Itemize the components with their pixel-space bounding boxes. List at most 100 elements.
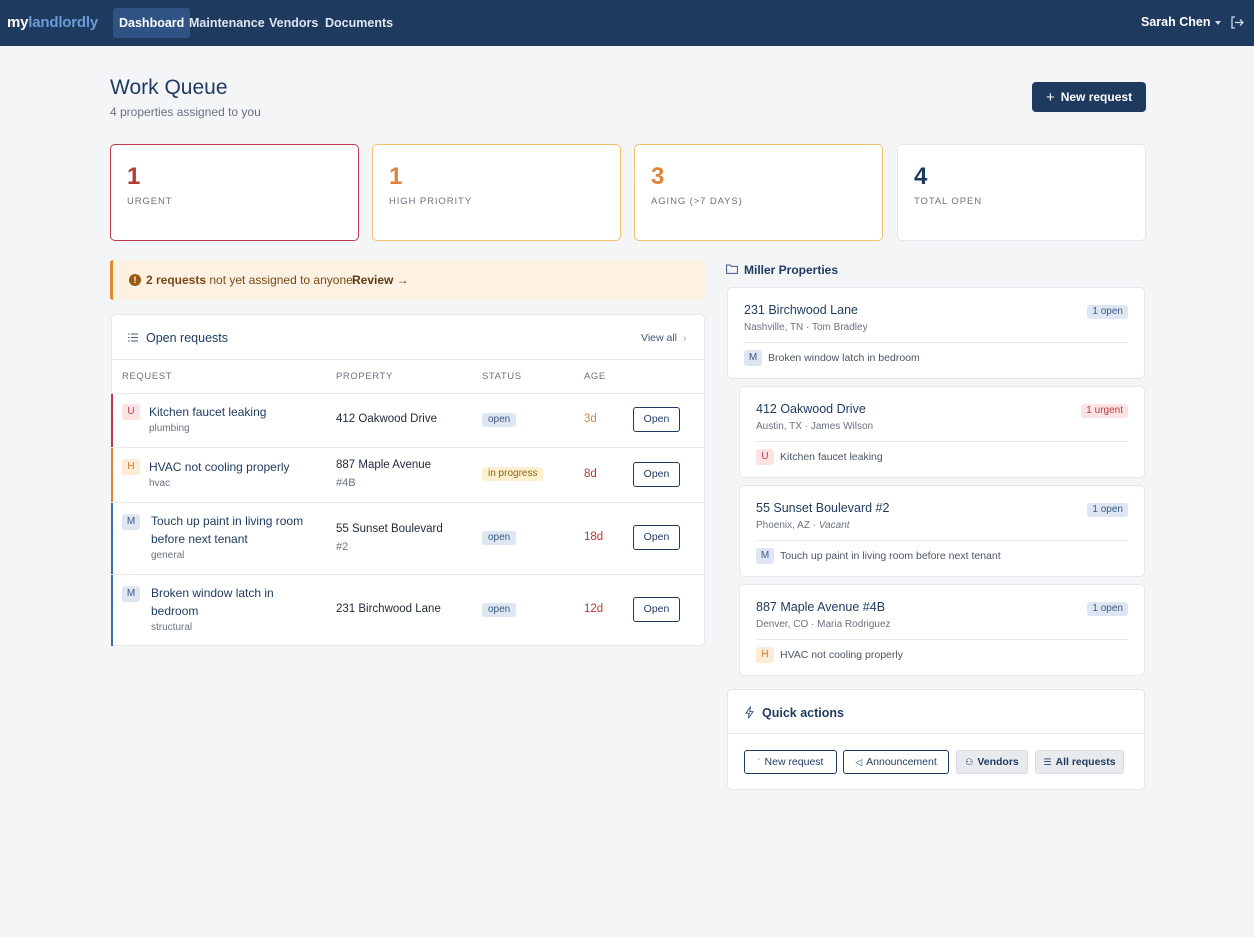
request-summary[interactable]: Touch up paint in living room before nex…: [780, 550, 1001, 562]
priority-badge: M: [122, 586, 140, 602]
chevron-down-icon: [1215, 20, 1222, 25]
all-requests-button[interactable]: ☰ All requests: [1035, 750, 1124, 774]
stat-card-high-priority[interactable]: 1 HIGH PRIORITY: [372, 144, 621, 241]
property-name: 55 Sunset Boulevard: [336, 523, 443, 535]
status-badge: open: [482, 413, 517, 427]
urgent-count-badge: 1 urgent: [1081, 404, 1128, 418]
folder-icon: [726, 264, 738, 274]
chevron-right-icon: ›: [682, 332, 687, 344]
request-title[interactable]: Touch up paint in living room: [151, 514, 304, 528]
unassigned-alert: ! 2 requests not yet assigned to anyone.…: [110, 260, 706, 300]
request-title-line2[interactable]: before next tenant: [151, 532, 248, 546]
priority-badge: H: [756, 647, 774, 663]
column-header-request: REQUEST: [122, 371, 173, 382]
request-title-line2[interactable]: bedroom: [151, 604, 199, 618]
nav-maintenance[interactable]: Maintenance: [189, 16, 265, 30]
property-card[interactable]: 887 Maple Avenue #4B Denver, CO · Maria …: [739, 584, 1145, 676]
nav-vendors[interactable]: Vendors: [269, 16, 319, 30]
logout-icon[interactable]: [1230, 16, 1244, 32]
status-badge: open: [482, 531, 517, 545]
request-age: 18d: [584, 531, 604, 543]
stat-label: URGENT: [127, 196, 173, 207]
request-summary[interactable]: HVAC not cooling properly: [780, 649, 903, 661]
property-address[interactable]: 55 Sunset Boulevard #2: [756, 501, 890, 515]
stat-card-total-open[interactable]: 4 TOTAL OPEN: [897, 144, 1146, 241]
request-category: structural: [151, 622, 193, 633]
stat-card-aging[interactable]: 3 AGING (>7 DAYS): [634, 144, 883, 241]
vendors-button[interactable]: ⚇ Vendors: [956, 750, 1028, 774]
priority-badge: M: [122, 514, 140, 530]
stat-value: 1: [127, 163, 141, 190]
quick-new-request-button[interactable]: ˈ New request: [744, 750, 837, 774]
property-unit: #2: [336, 541, 349, 553]
property-name: 887 Maple Avenue: [336, 459, 432, 471]
status-badge: open: [482, 603, 517, 617]
review-link[interactable]: Review →: [352, 273, 409, 287]
property-name: 412 Oakwood Drive: [336, 413, 437, 425]
property-address[interactable]: 887 Maple Avenue #4B: [756, 600, 886, 614]
nav-dashboard[interactable]: Dashboard: [113, 8, 191, 38]
stat-value: 4: [914, 163, 928, 190]
priority-badge: M: [744, 350, 762, 366]
divider: [112, 502, 706, 503]
priority-badge: U: [122, 404, 140, 420]
stat-value: 3: [651, 163, 665, 190]
property-meta: Austin, TX · James Wilson: [756, 421, 874, 432]
stat-card-urgent[interactable]: 1 URGENT: [110, 144, 359, 241]
view-all-link[interactable]: View all ›: [641, 332, 687, 344]
priority-badge: U: [756, 449, 774, 465]
brand-logo[interactable]: mylandlordly: [7, 14, 98, 31]
alert-message: 2 requests not yet assigned to anyone.: [146, 273, 357, 287]
priority-badge: H: [122, 459, 140, 475]
open-request-button[interactable]: Open: [633, 462, 680, 487]
status-badge: in progress: [482, 467, 544, 481]
open-request-button[interactable]: Open: [633, 597, 680, 622]
priority-bar: [111, 448, 113, 502]
divider: [112, 574, 706, 575]
column-header-age: AGE: [584, 371, 606, 382]
divider: [728, 733, 1144, 734]
announcement-button[interactable]: ◁ Announcement: [843, 750, 949, 774]
new-request-button[interactable]: + New request: [1032, 82, 1146, 112]
stat-label: AGING (>7 DAYS): [651, 196, 743, 207]
priority-bar: [111, 503, 113, 574]
open-count-badge: 1 open: [1087, 305, 1128, 319]
property-address[interactable]: 231 Birchwood Lane: [744, 303, 858, 317]
open-request-button[interactable]: Open: [633, 525, 680, 550]
property-unit: #4B: [336, 477, 356, 489]
property-card[interactable]: 412 Oakwood Drive Austin, TX · James Wil…: [739, 386, 1145, 478]
open-count-badge: 1 open: [1087, 602, 1128, 616]
priority-bar: [111, 575, 113, 646]
priority-bar: [111, 394, 113, 447]
divider: [756, 639, 1128, 640]
request-age: 3d: [584, 413, 597, 425]
request-summary[interactable]: Broken window latch in bedroom: [768, 352, 920, 364]
page-title: Work Queue: [110, 76, 228, 99]
lightning-icon: [745, 706, 754, 719]
divider: [112, 359, 706, 360]
request-summary[interactable]: Kitchen faucet leaking: [780, 451, 883, 463]
user-menu[interactable]: Sarah Chen: [1141, 15, 1222, 29]
page-subtitle: 4 properties assigned to you: [110, 105, 261, 119]
divider: [756, 540, 1128, 541]
nav-documents[interactable]: Documents: [325, 16, 394, 30]
property-card[interactable]: 231 Birchwood Lane Nashville, TN · Tom B…: [727, 287, 1145, 379]
plus-icon: +: [1045, 89, 1055, 106]
open-requests-panel: Open requests View all › REQUEST PROPERT…: [111, 314, 706, 646]
stat-label: HIGH PRIORITY: [389, 196, 472, 207]
request-age: 12d: [584, 603, 604, 615]
open-request-button[interactable]: Open: [633, 407, 680, 432]
panel-title: Open requests: [146, 331, 228, 345]
property-address[interactable]: 412 Oakwood Drive: [756, 402, 866, 416]
request-title[interactable]: Kitchen faucet leaking: [149, 405, 267, 419]
property-card[interactable]: 55 Sunset Boulevard #2 Phoenix, AZ · Vac…: [739, 485, 1145, 577]
quick-actions-title: Quick actions: [762, 706, 844, 720]
stat-value: 1: [389, 163, 403, 190]
column-header-property: PROPERTY: [336, 371, 393, 382]
request-title[interactable]: HVAC not cooling properly: [149, 460, 290, 474]
request-age: 8d: [584, 468, 597, 480]
request-title[interactable]: Broken window latch in: [151, 586, 274, 600]
request-category: hvac: [149, 478, 171, 489]
stat-label: TOTAL OPEN: [914, 196, 982, 207]
megaphone-icon: ◁: [855, 757, 863, 767]
